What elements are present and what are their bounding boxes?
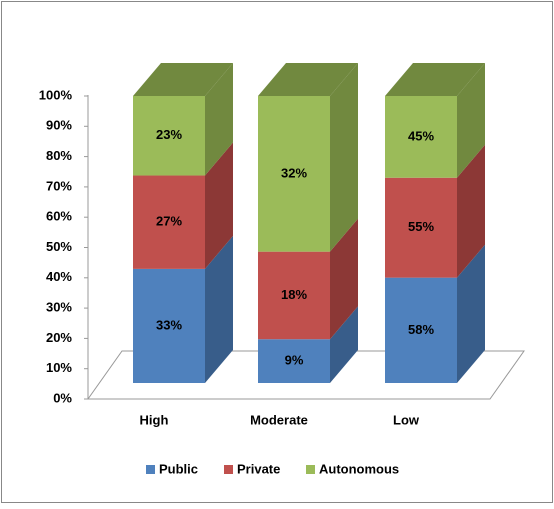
bar-side xyxy=(330,63,358,252)
data-label: 18% xyxy=(281,287,307,302)
bar-segment xyxy=(385,177,457,278)
bar-top xyxy=(258,63,358,96)
data-label: 9% xyxy=(285,353,304,368)
bar-side xyxy=(457,144,485,278)
x-tick-label: Low xyxy=(393,412,420,427)
data-label: 55% xyxy=(408,219,434,234)
x-tick-label: High xyxy=(140,412,169,427)
floor xyxy=(87,350,525,400)
y-tick-label: 50% xyxy=(46,239,72,254)
bar-side xyxy=(330,218,358,340)
data-label: 23% xyxy=(156,127,182,142)
bar-segment xyxy=(133,268,205,383)
y-tick-label: 20% xyxy=(46,330,72,345)
y-tick-label: 90% xyxy=(46,118,72,133)
data-label: 58% xyxy=(408,322,434,337)
bar-segment xyxy=(133,96,205,176)
y-tick-label: 0% xyxy=(53,390,72,405)
data-label: 32% xyxy=(281,165,307,180)
bar-segment xyxy=(258,96,330,252)
data-label: 33% xyxy=(156,317,182,332)
legend-label: Autonomous xyxy=(319,461,399,476)
bar-side xyxy=(330,306,358,383)
legend-swatch xyxy=(224,465,233,474)
y-tick-label: 70% xyxy=(46,178,72,193)
bar-side xyxy=(457,244,485,383)
bar-segment xyxy=(385,277,457,383)
bar-side xyxy=(205,235,233,383)
bar-top xyxy=(385,63,485,96)
bar-segment xyxy=(133,175,205,269)
y-tick-label: 10% xyxy=(46,360,72,375)
data-label: 45% xyxy=(408,128,434,143)
legend-swatch xyxy=(146,465,155,474)
bar-segment xyxy=(385,96,457,178)
y-tick-label: 60% xyxy=(46,209,72,224)
data-label: 27% xyxy=(156,214,182,229)
legend-swatch xyxy=(306,465,315,474)
y-tick-label: 30% xyxy=(46,300,72,315)
y-tick-label: 80% xyxy=(46,148,72,163)
y-tick-label: 100% xyxy=(39,87,73,102)
y-tick-label: 40% xyxy=(46,269,72,284)
legend-label: Public xyxy=(159,461,198,476)
bar-segment xyxy=(258,339,330,383)
legend-label: Private xyxy=(237,461,280,476)
bar-side xyxy=(457,63,485,178)
bar-side xyxy=(205,63,233,176)
bar-side xyxy=(205,142,233,269)
bar-segment xyxy=(258,251,330,340)
x-tick-label: Moderate xyxy=(250,412,308,427)
bar-top xyxy=(133,63,233,96)
